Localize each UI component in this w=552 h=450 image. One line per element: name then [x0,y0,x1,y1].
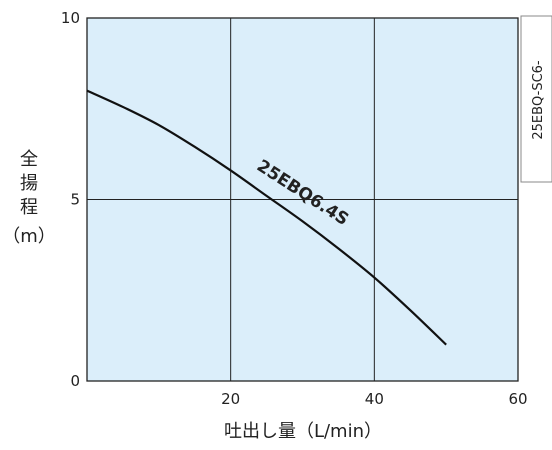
series-line [86,89,447,346]
y-axis-title-char: 全 [20,149,38,170]
tick-labels: 20 40 60 0 5 10 [61,9,528,408]
side-tab-text: 25EBQ-SC6- [531,60,546,140]
y-axis-title-char: 程 [20,197,38,218]
x-tick-label: 40 [365,390,384,408]
y-tick-label: 0 [70,372,80,390]
x-tick-label: 60 [508,390,527,408]
y-axis-title-char: 揚 [20,173,38,194]
plot-area [86,17,519,382]
x-tick-label: 20 [221,390,240,408]
y-axis-title-char: （m） [2,226,56,247]
side-tab: 25EBQ-SC6- [520,15,552,183]
y-axis-title: 全揚程 （m） [2,149,56,247]
y-tick-label: 5 [70,191,80,209]
y-tick-label: 10 [61,9,80,27]
x-axis-title: 吐出し量（L/min） [224,421,382,442]
plot-frame [86,17,519,382]
side-tab-box [520,15,552,183]
